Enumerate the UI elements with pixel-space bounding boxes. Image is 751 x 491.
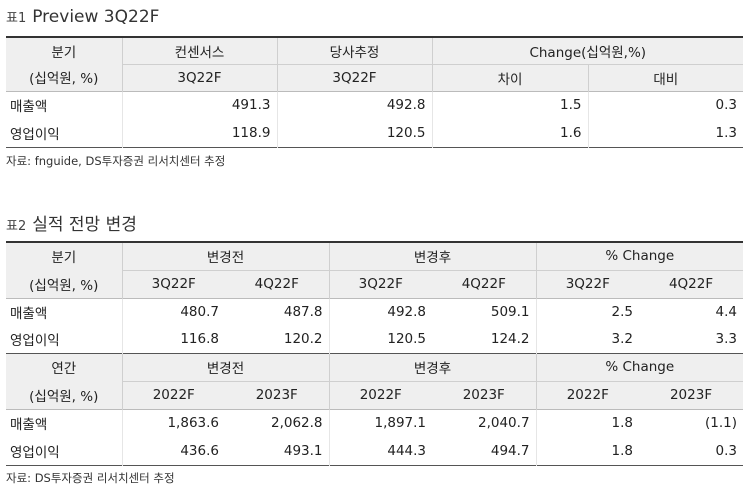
table1-header-row-1: 분기 (십억원, %) 컨센서스 당사추정 Change(십억원,%) <box>6 37 744 91</box>
header-estimate: 당사추정 <box>276 37 432 65</box>
cell-value: 120.5 <box>328 326 433 353</box>
table2-source: 자료: DS투자증권 리서치센터 추정 <box>6 471 175 485</box>
annual-label-line2: (십억원, %) <box>29 389 99 405</box>
header-consensus: 컨센서스 <box>121 37 277 65</box>
table1-label-line1: 분기 <box>51 45 77 62</box>
cell-value: 1.5 <box>431 91 588 119</box>
cell-value: 444.3 <box>328 437 433 465</box>
table-row: 영업이익 116.8 120.2 120.5 124.2 3.2 3.3 <box>6 326 743 353</box>
cell-value: 1,863.6 <box>121 409 225 437</box>
cell-value: 3.2 <box>535 326 640 353</box>
annual-header-row-2: 2022F 2023F 2022F 2023F 2022F 2023F <box>6 381 744 409</box>
table-row: 매출액 480.7 487.8 492.8 509.1 2.5 4.4 <box>6 298 744 326</box>
subheader-ratio: 대비 <box>587 64 744 91</box>
subheader-estimate-period: 3Q22F <box>276 64 432 91</box>
cell-value: 2,040.7 <box>478 415 530 432</box>
header-change: Change(십억원,%) <box>431 37 744 65</box>
cell-value: 3.3 <box>715 331 738 348</box>
row-label: 영업이익 <box>10 126 60 143</box>
cell-value: 492.8 <box>328 298 433 326</box>
cell-value: 2.5 <box>535 298 640 326</box>
quarterly-label-line2: (십억원, %) <box>29 278 99 295</box>
table1-source: 자료: fnguide, DS투자증권 리서치센터 추정 <box>6 154 226 168</box>
cell-value: 118.9 <box>121 119 277 147</box>
annual-group-before: 변경전 <box>121 353 330 382</box>
period-header: 4Q22F <box>225 270 330 298</box>
row-label: 영업이익 <box>10 444 60 461</box>
cell-value: 2,062.8 <box>270 415 323 432</box>
period-header: 2023F <box>639 381 744 409</box>
annual-label-header: 연간 (십억원, %) <box>6 353 122 409</box>
row-label: 매출액 <box>10 417 48 434</box>
period-header: 3Q22F <box>535 270 640 298</box>
cell-value: 480.7 <box>121 298 225 326</box>
period-header: 2022F <box>121 381 225 409</box>
table-row: 매출액 491.3 492.8 1.5 0.3 <box>6 91 744 119</box>
cell-value: 120.2 <box>283 331 323 348</box>
period-header: 4Q22F <box>432 270 537 298</box>
period-header: 2023F <box>225 381 330 409</box>
forecast-change-table: 분기 (십억원, %) 변경전 변경후 % Change 3Q22F 4Q22F… <box>6 241 744 466</box>
cell-value: 124.2 <box>490 331 530 348</box>
subheader-diff: 차이 <box>431 64 588 91</box>
subheader-consensus-period: 3Q22F <box>121 64 277 91</box>
cell-value: 0.3 <box>587 91 744 119</box>
cell-value: 436.6 <box>121 437 225 465</box>
annual-group-change: % Change <box>535 353 744 382</box>
quarterly-label-header: 분기 (십억원, %) <box>6 242 122 298</box>
quarterly-header-row-1: 분기 (십억원, %) 변경전 변경후 % Change <box>6 242 744 298</box>
table1-header-row-2: 3Q22F 3Q22F 차이 대비 <box>6 64 744 91</box>
table-row: 영업이익 436.6 493.1 444.3 494.7 1.8 0.3 <box>6 437 744 465</box>
quarterly-group-after: 변경후 <box>328 242 537 271</box>
cell-value: 1,897.1 <box>328 409 433 437</box>
preview-table: 분기 (십억원, %) 컨센서스 당사추정 Change(십억원,%) 3Q22… <box>6 36 744 148</box>
period-header: 2022F <box>535 381 640 409</box>
cell-value: 491.3 <box>121 91 277 119</box>
period-header: 2022F <box>328 381 433 409</box>
annual-header-row-1: 연간 (십억원, %) 변경전 변경후 % Change <box>6 353 744 409</box>
annual-label-line1: 연간 <box>51 361 77 377</box>
cell-value: 1.3 <box>587 119 744 147</box>
cell-value: 120.5 <box>276 119 432 147</box>
cell-value: 1.6 <box>431 119 588 147</box>
cell-value: 0.3 <box>715 442 738 459</box>
cell-value: 1.8 <box>535 409 640 437</box>
cell-value: 116.8 <box>121 326 225 353</box>
quarterly-group-change: % Change <box>535 242 744 271</box>
period-header: 2023F <box>432 381 537 409</box>
table1-title: 표1 Preview 3Q22F <box>6 7 159 27</box>
cell-value: 1.8 <box>535 437 640 465</box>
table2-title: 표2 실적 전망 변경 <box>6 210 137 235</box>
table1-label-header: 분기 (십억원, %) <box>6 37 122 91</box>
table2-title-text: 실적 전망 변경 <box>32 215 137 235</box>
quarterly-label-line1: 분기 <box>51 250 77 267</box>
cell-value: (1.1) <box>705 415 738 432</box>
cell-value: 492.8 <box>276 91 432 119</box>
period-header: 3Q22F <box>121 270 225 298</box>
cell-value: 509.1 <box>490 304 530 321</box>
period-header: 4Q22F <box>639 270 744 298</box>
cell-value: 494.7 <box>490 442 530 459</box>
table1-title-text: Preview 3Q22F <box>32 7 160 27</box>
table1-number: 표1 <box>6 11 27 26</box>
cell-value: 487.8 <box>283 304 323 321</box>
table-row: 매출액 1,863.6 2,062.8 1,897.1 2,040.7 1.8 … <box>6 409 744 437</box>
cell-value: 493.1 <box>283 442 323 459</box>
table2-number: 표2 <box>6 219 27 234</box>
row-label: 매출액 <box>10 306 48 323</box>
table1-label-line2: (십억원, %) <box>29 71 99 88</box>
quarterly-header-row-2: 3Q22F 4Q22F 3Q22F 4Q22F 3Q22F 4Q22F <box>6 270 744 298</box>
annual-group-after: 변경후 <box>328 353 537 382</box>
cell-value: 4.4 <box>715 304 738 321</box>
quarterly-group-before: 변경전 <box>121 242 330 271</box>
period-header: 3Q22F <box>328 270 433 298</box>
table-row: 영업이익 118.9 120.5 1.6 1.3 <box>6 119 744 147</box>
row-label: 영업이익 <box>10 333 60 350</box>
row-label: 매출액 <box>10 99 48 116</box>
